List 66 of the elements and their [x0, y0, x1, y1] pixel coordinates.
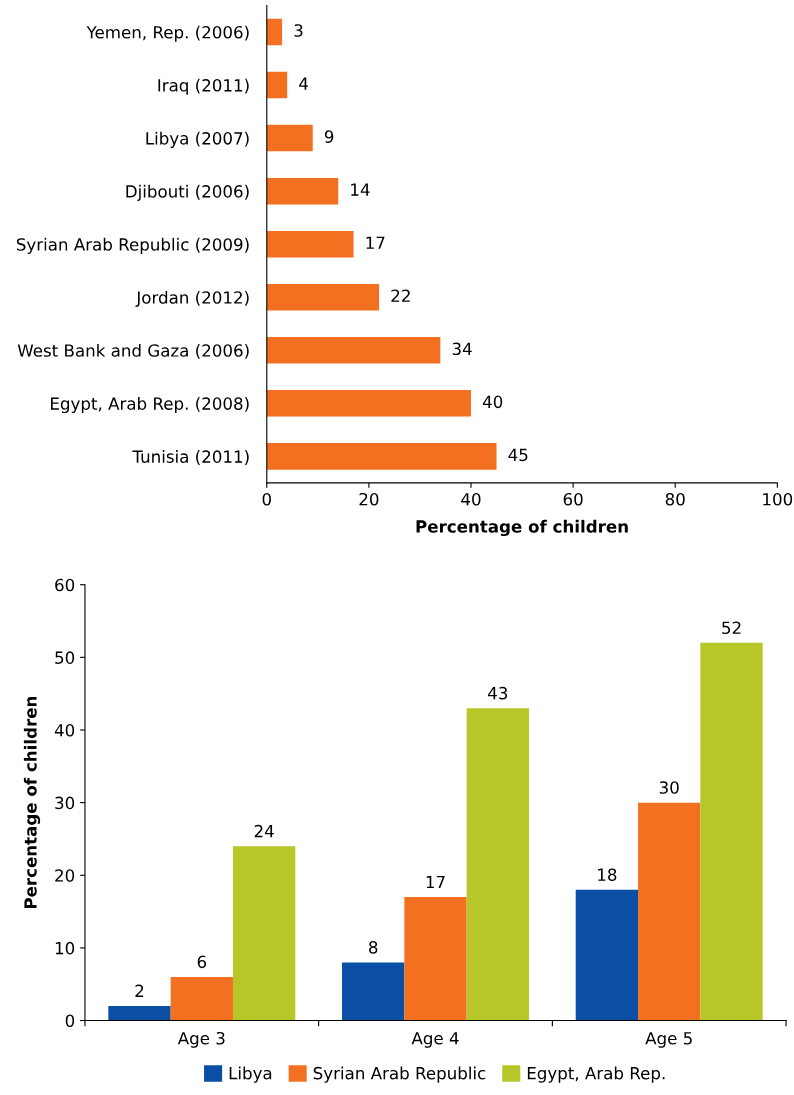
x-tick-label: Age 3	[177, 1031, 225, 1048]
bar	[266, 283, 380, 311]
x-axis-title: Percentage of children	[416, 519, 628, 537]
y-tick-label: Yemen, Rep. (2006)	[86, 25, 249, 42]
bar	[700, 642, 763, 1021]
bar	[266, 443, 497, 470]
data-label: 52	[722, 621, 741, 635]
data-label: 9	[324, 130, 334, 143]
bar	[266, 390, 471, 417]
bar	[266, 71, 288, 99]
bar	[575, 889, 639, 1021]
bar	[266, 18, 283, 46]
bar	[266, 337, 441, 364]
y-tick-label: 10	[55, 941, 75, 955]
bar	[232, 846, 296, 1021]
legend-label: Syrian Arab Republic	[313, 1066, 486, 1083]
y-tick-label: Tunisia (2011)	[132, 450, 249, 465]
x-tick-label: 40	[461, 492, 481, 506]
bar	[266, 230, 354, 258]
y-tick-label: Jordan (2012)	[135, 290, 249, 307]
y-tick-label: 40	[54, 723, 75, 737]
y-tick-label: 50	[55, 651, 75, 664]
data-label: 30	[659, 781, 679, 794]
data-label: 17	[426, 875, 445, 889]
data-label: 40	[482, 395, 503, 409]
data-label: 14	[351, 183, 370, 196]
y-tick-label: Syrian Arab Republic (2009)	[16, 237, 249, 254]
data-label: 24	[254, 824, 274, 838]
data-label: 34	[452, 342, 472, 356]
bar	[404, 897, 467, 1021]
y-tick-label: 60	[55, 578, 75, 592]
bar	[342, 962, 405, 1021]
x-tick-label: 100	[763, 492, 793, 506]
x-tick-label: 20	[359, 492, 379, 506]
bar	[266, 124, 313, 152]
bar	[108, 1006, 171, 1021]
bar	[266, 177, 339, 205]
y-tick-label: Iraq (2011)	[158, 78, 249, 95]
x-tick-label: Age 5	[645, 1032, 692, 1048]
y-axis-title: Percentage of children	[23, 696, 41, 909]
data-label: 3	[294, 24, 303, 37]
data-label: 22	[391, 289, 410, 302]
y-tick-label: Djibouti (2006)	[126, 184, 249, 201]
data-label: 43	[488, 686, 508, 700]
x-tick-label: 80	[665, 492, 685, 506]
data-label: 2	[135, 984, 144, 997]
data-label: 4	[299, 77, 308, 90]
data-label: 45	[508, 448, 528, 462]
data-label: 18	[598, 868, 617, 882]
bar	[170, 976, 233, 1021]
bar	[638, 802, 701, 1021]
y-tick-label: 20	[55, 869, 75, 882]
y-tick-label: West Bank and Gaza (2006)	[17, 343, 249, 359]
y-tick-label: Libya (2007)	[146, 131, 249, 148]
bar	[466, 708, 529, 1021]
data-label: 6	[197, 955, 207, 969]
x-tick-label: 0	[262, 492, 271, 506]
y-tick-label: 0	[65, 1014, 75, 1028]
x-tick-label: 60	[563, 492, 583, 506]
x-tick-label: Age 4	[411, 1032, 459, 1048]
legend-label: Libya	[229, 1066, 272, 1083]
y-tick-label: Egypt, Arab Rep. (2008)	[51, 396, 249, 414]
legend-label: Egypt, Arab Rep.	[527, 1066, 665, 1083]
y-tick-label: 30	[55, 796, 75, 810]
data-label: 17	[366, 236, 385, 249]
data-label: 8	[369, 941, 378, 954]
